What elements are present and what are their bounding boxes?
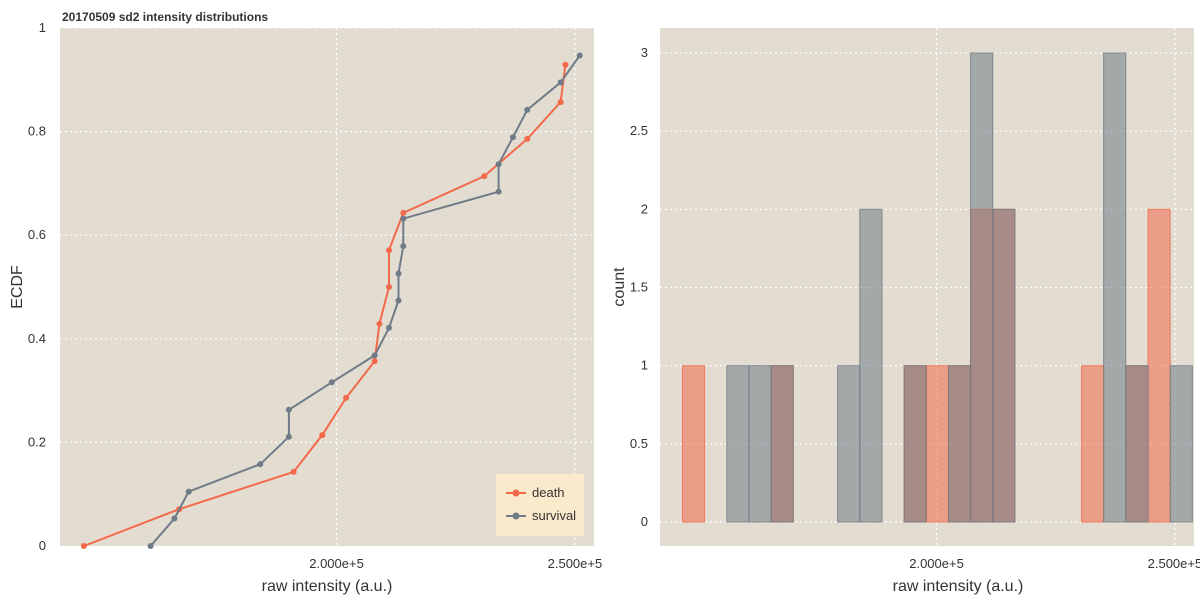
ecdf-point-survival: [495, 161, 502, 168]
histogram-y-tick-label: 3: [641, 45, 648, 60]
ecdf-point-death: [385, 284, 392, 290]
ecdf-point-survival: [185, 488, 192, 495]
histogram-bar-death: [1147, 208, 1171, 523]
ecdf-point-survival: [385, 324, 392, 331]
ecdf-line-death: [83, 64, 567, 547]
ecdf-point-death: [371, 358, 378, 365]
ecdf-point-survival: [400, 215, 407, 222]
ecdf-y-tick-label: 0.8: [28, 124, 46, 139]
histogram-bar-death: [925, 365, 949, 523]
ecdf-point-survival: [285, 406, 292, 413]
histogram-bar-survival: [859, 208, 883, 523]
ecdf-point-survival: [495, 188, 502, 195]
histogram-bar-survival: [992, 208, 1016, 523]
histogram-y-tick-label: 0.5: [630, 436, 648, 451]
ecdf-point-death: [343, 394, 350, 401]
histogram-y-tick-label: 2.5: [630, 123, 648, 138]
histogram-bar-survival: [837, 365, 861, 523]
ecdf-y-tick-label: 0.2: [28, 434, 46, 449]
ecdf-point-survival: [557, 79, 564, 86]
ecdf-point-death: [385, 247, 392, 254]
ecdf-series: [80, 52, 583, 549]
histogram-panel: 0 0.5 1 1.5 2 2.5 3 2.000e+5 2.500e+5 raw inten…: [611, 28, 1200, 595]
ecdf-point-survival: [328, 379, 335, 386]
ecdf-point-death: [376, 320, 383, 327]
ecdf-y-tick-label: 0.4: [28, 331, 46, 346]
legend-marker-death: [512, 489, 520, 497]
histogram-x-axis-label: raw intensity (a.u.): [893, 578, 1024, 595]
ecdf-point-death: [319, 432, 326, 439]
ecdf-point-survival: [257, 461, 264, 468]
ecdf-x-axis-label: raw intensity (a.u.): [262, 578, 393, 595]
histogram-y-tick-label: 2: [641, 201, 648, 216]
ecdf-y-axis-label: ECDF: [9, 265, 26, 309]
ecdf-point-survival: [395, 270, 402, 277]
histogram-bar-survival: [1103, 52, 1127, 523]
histogram-y-tick-label: 0: [641, 514, 648, 529]
histogram-bar-death: [1081, 365, 1105, 523]
ecdf-y-tick-label: 1: [39, 20, 46, 35]
ecdf-point-survival: [576, 52, 583, 59]
histogram-bar-survival: [726, 365, 750, 523]
ecdf-point-survival: [509, 134, 516, 141]
histogram-bars: [681, 52, 1193, 523]
ecdf-point-death: [80, 543, 87, 549]
histogram-bar-survival: [770, 365, 794, 523]
legend[interactable]: death survival: [496, 474, 584, 536]
ecdf-x-tick-label: 2.000e+5: [309, 556, 364, 571]
ecdf-x-ticks: 2.000e+5 2.500e+5: [309, 556, 602, 571]
ecdf-y-tick-label: 0.6: [28, 227, 46, 242]
ecdf-point-death: [481, 173, 488, 180]
ecdf-point-survival: [147, 543, 154, 549]
histogram-y-axis-label: count: [611, 267, 628, 307]
histogram-bar-survival: [1125, 365, 1149, 523]
histogram-bar-survival: [1169, 365, 1193, 523]
ecdf-point-survival: [285, 433, 292, 440]
histogram-y-tick-label: 1.5: [630, 280, 648, 295]
ecdf-y-tick-label: 0: [39, 538, 46, 553]
legend-box: [496, 474, 584, 536]
histogram-x-ticks: 2.000e+5 2.500e+5: [909, 556, 1200, 571]
ecdf-point-survival: [400, 243, 407, 250]
ecdf-point-survival: [171, 515, 178, 522]
ecdf-point-death: [290, 468, 297, 475]
legend-marker-survival: [512, 512, 520, 520]
histogram-x-tick-label: 2.500e+5: [1148, 556, 1200, 571]
ecdf-point-death: [557, 99, 564, 106]
ecdf-point-death: [524, 135, 531, 142]
ecdf-panel-background: [60, 28, 594, 546]
histogram-y-tick-label: 1: [641, 358, 648, 373]
histogram-bar-survival: [903, 365, 927, 523]
ecdf-point-survival: [371, 352, 378, 359]
histogram-bar-survival: [970, 52, 994, 523]
ecdf-point-death: [562, 61, 569, 68]
ecdf-point-survival: [395, 297, 402, 304]
histogram-bar-death: [681, 365, 706, 523]
chart-title: 20170509 sd2 intensity distributions: [62, 10, 268, 24]
ecdf-y-ticks: 0 0.2 0.4 0.6 0.8 1: [28, 20, 46, 553]
ecdf-point-survival: [524, 106, 531, 113]
ecdf-x-tick-label: 2.500e+5: [548, 556, 603, 571]
ecdf-grid: [60, 27, 594, 546]
histogram-bar-survival: [948, 365, 972, 523]
histogram-x-tick-label: 2.000e+5: [909, 556, 964, 571]
legend-label-survival: survival: [532, 508, 576, 523]
legend-label-death: death: [532, 485, 565, 500]
histogram-y-ticks: 0 0.5 1 1.5 2 2.5 3: [630, 45, 648, 529]
histogram-bar-survival: [748, 365, 772, 523]
ecdf-point-death: [400, 209, 407, 216]
ecdf-panel: 0 0.2 0.4 0.6 0.8 1 2.000e+5 2.500e+5 raw inte…: [9, 20, 602, 595]
